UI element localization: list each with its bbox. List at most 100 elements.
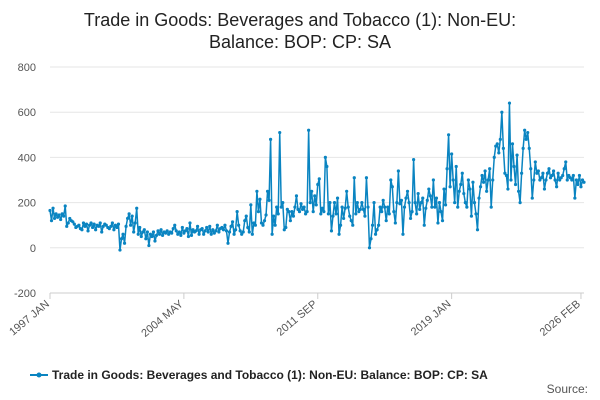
data-point [530,196,534,200]
data-point [501,146,505,150]
data-point [195,224,200,228]
data-point [144,237,148,241]
data-point [202,232,206,236]
data-point [220,225,224,230]
data-point [498,137,502,141]
data-point [395,201,399,205]
data-point [358,207,362,211]
data-point [139,234,143,239]
data-point [472,201,477,205]
y-tick-label: 200 [18,198,36,210]
data-point [450,152,454,156]
data-point [567,173,571,178]
data-point [311,210,315,214]
data-point [234,228,238,232]
data-point [352,176,356,180]
legend-swatch-marker [36,372,42,378]
data-point [54,212,58,216]
data-point [122,241,127,245]
data-point [510,142,515,146]
data-point [180,225,184,230]
data-point [407,201,411,205]
data-point [244,214,248,218]
data-point [545,171,550,175]
data-point [224,229,229,233]
data-point [338,223,343,227]
chart-title-line-1: Trade in Goods: Beverages and Tobacco (1… [84,10,516,30]
data-point [262,219,267,223]
data-point [179,233,183,237]
data-point [369,237,373,241]
data-point [313,194,317,198]
data-point [469,214,474,218]
data-point [494,144,498,148]
data-point [386,205,390,209]
data-point [570,178,574,182]
data-point [355,201,359,205]
data-point [328,201,332,205]
data-point [66,221,70,225]
data-point [361,207,365,211]
data-point [133,221,137,225]
data-point [535,171,539,175]
data-point [227,230,232,234]
data-point [558,178,562,182]
data-point [297,210,302,214]
data-point [412,158,416,162]
data-point [390,185,394,189]
data-point [389,178,393,182]
series-line [49,102,585,251]
data-point [555,185,559,189]
data-point [118,248,122,252]
data-point [427,187,431,191]
legend-label: Trade in Goods: Beverages and Tobacco (1… [52,368,488,382]
data-point [436,221,440,225]
data-point [115,225,119,230]
data-point [116,222,121,226]
data-point [331,214,335,218]
data-point [153,239,157,243]
legend: Trade in Goods: Beverages and Tobacco (1… [30,368,488,382]
data-point [243,219,247,223]
data-point [80,228,84,232]
data-point [275,205,279,209]
data-point [408,216,413,221]
data-point [72,222,76,226]
data-point [377,223,381,227]
data-point [86,229,90,233]
data-point [101,224,105,228]
data-point [513,182,518,187]
data-point [366,205,370,209]
data-point [547,167,551,171]
data-point [551,169,556,173]
data-point [147,243,151,248]
data-point [173,223,177,227]
data-point [296,207,300,211]
data-point [256,210,261,214]
data-point [364,176,369,180]
data-point [485,189,489,193]
data-point [299,202,303,206]
data-point [119,237,124,241]
data-point [127,212,131,216]
data-point [125,216,130,221]
data-point [363,214,367,218]
data-point [91,225,95,230]
data-point [215,223,219,227]
data-point [267,198,271,202]
data-point [539,176,544,180]
data-point [235,210,239,214]
data-point [253,223,257,227]
data-point [565,178,569,182]
data-point [326,212,331,216]
data-point [466,178,470,182]
data-point [240,232,244,236]
data-point [308,201,312,205]
data-point [84,222,89,226]
data-point [507,101,512,105]
x-tick-label: 2026 FEB [538,298,583,339]
data-point [310,189,314,193]
data-point [462,191,466,196]
data-point [475,228,480,232]
data-point [577,173,582,178]
